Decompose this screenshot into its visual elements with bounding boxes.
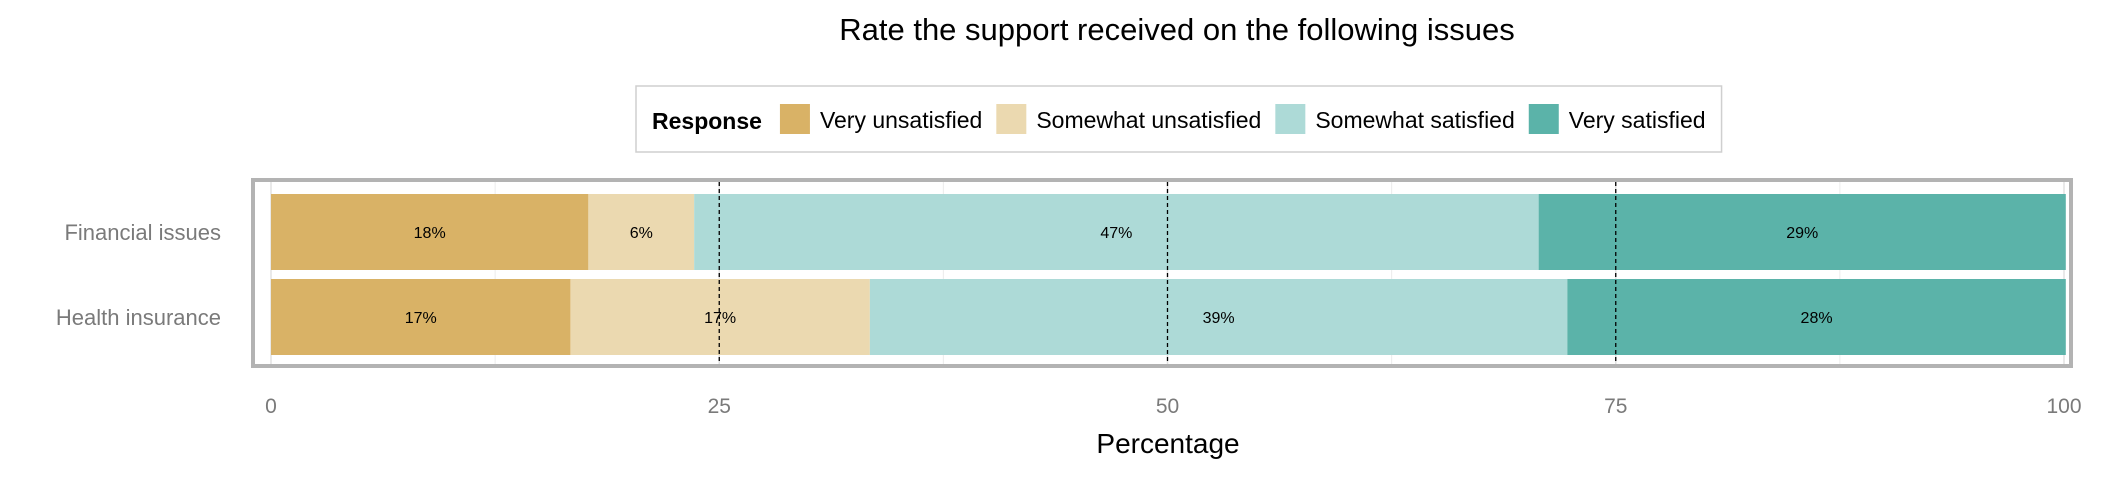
bar-segment (588, 194, 695, 270)
legend-swatch (779, 104, 810, 134)
bar-segment (570, 279, 870, 355)
legend-entry: Very satisfied (1569, 107, 1706, 133)
bar-segment (869, 279, 1568, 355)
bar-value-label: 29% (1786, 225, 1818, 242)
category-labels: Financial issues Health insurance (56, 220, 221, 330)
x-tick-label: 100 (2046, 395, 2081, 418)
bar-segment (1567, 279, 2066, 355)
x-axis-title: Percentage (1096, 428, 1239, 459)
category-label: Health insurance (56, 305, 221, 330)
bar-segment (271, 194, 589, 270)
category-label: Financial issues (64, 220, 221, 245)
legend-swatch (1275, 104, 1306, 134)
x-tick-label: 25 (708, 395, 731, 418)
legend-swatch (1528, 104, 1559, 134)
bar-segment (271, 279, 571, 355)
legend-entry: Somewhat satisfied (1315, 107, 1514, 133)
panel-border (251, 178, 2073, 368)
bar-value-label: 17% (704, 310, 736, 327)
bar-value-label: 17% (405, 310, 437, 327)
chart-title: Rate the support received on the followi… (839, 12, 1515, 47)
bars: 18% 6% 47% 29% 17% 17% 39% 28% (271, 194, 2066, 355)
bar-value-label: 18% (414, 225, 446, 242)
x-tick-label: 75 (1604, 395, 1627, 418)
bar-value-label: 6% (630, 225, 653, 242)
bar-value-label: 28% (1801, 310, 1833, 327)
legend: Response Very unsatisfied Somewhat unsati… (635, 85, 1723, 153)
legend-entry: Very unsatisfied (820, 107, 982, 133)
x-tick-label: 0 (265, 395, 277, 418)
bar-value-label: 47% (1100, 225, 1132, 242)
reference-lines (718, 182, 1617, 364)
x-axis-ticks: 0 25 50 75 100 (265, 395, 2081, 418)
legend-title: Response (652, 108, 762, 134)
legend-entry: Somewhat unsatisfied (1036, 107, 1261, 133)
bar-segment (694, 194, 1539, 270)
bar-segment (1538, 194, 2066, 270)
x-tick-label: 50 (1156, 395, 1179, 418)
bar-value-label: 39% (1203, 310, 1235, 327)
legend-swatch (996, 104, 1027, 134)
